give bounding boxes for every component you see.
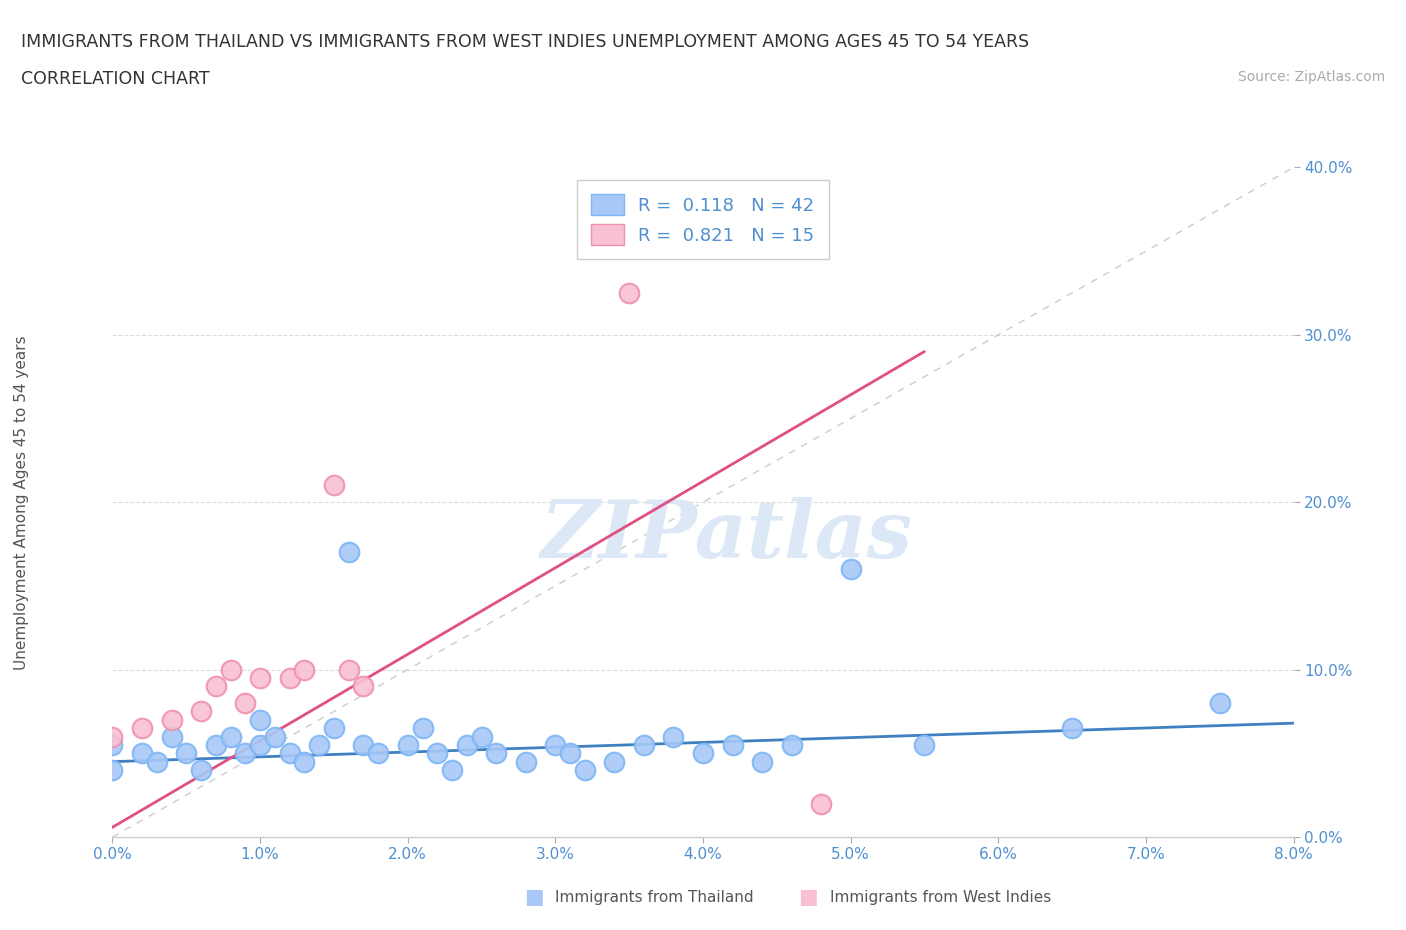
Point: [160, 712, 183, 727]
Point: [352, 737, 374, 752]
Point: [323, 721, 346, 736]
Point: [560, 746, 582, 761]
Point: [131, 721, 153, 736]
Text: Immigrants from Thailand: Immigrants from Thailand: [555, 890, 754, 905]
Point: [544, 737, 567, 752]
Text: ZIPatlas: ZIPatlas: [540, 497, 912, 575]
Point: [292, 754, 315, 769]
Point: [780, 737, 803, 752]
Point: [160, 729, 183, 744]
Point: [751, 754, 773, 769]
Point: [485, 746, 508, 761]
Point: [367, 746, 389, 761]
Point: [101, 729, 124, 744]
Point: [914, 737, 936, 752]
Point: [471, 729, 494, 744]
Legend: R =  0.118   N = 42, R =  0.821   N = 15: R = 0.118 N = 42, R = 0.821 N = 15: [576, 179, 830, 259]
Point: [721, 737, 744, 752]
Point: [1062, 721, 1084, 736]
Point: [101, 763, 124, 777]
Point: [292, 662, 315, 677]
Point: [412, 721, 434, 736]
Point: [278, 746, 301, 761]
Text: IMMIGRANTS FROM THAILAND VS IMMIGRANTS FROM WEST INDIES UNEMPLOYMENT AMONG AGES : IMMIGRANTS FROM THAILAND VS IMMIGRANTS F…: [21, 33, 1029, 50]
Point: [249, 671, 271, 685]
Point: [205, 679, 228, 694]
Point: [441, 763, 464, 777]
Point: [1208, 696, 1232, 711]
Point: [249, 737, 271, 752]
Point: [264, 729, 287, 744]
Point: [190, 763, 212, 777]
Point: [219, 662, 242, 677]
Point: [810, 796, 832, 811]
Point: [174, 746, 197, 761]
Point: [426, 746, 449, 761]
Point: [662, 729, 685, 744]
Point: [692, 746, 714, 761]
Point: [131, 746, 153, 761]
Point: [190, 704, 212, 719]
Point: [101, 737, 124, 752]
Text: Unemployment Among Ages 45 to 54 years: Unemployment Among Ages 45 to 54 years: [14, 335, 28, 670]
Point: [574, 763, 596, 777]
Text: ■: ■: [524, 887, 544, 908]
Text: Source: ZipAtlas.com: Source: ZipAtlas.com: [1237, 70, 1385, 84]
Point: [278, 671, 301, 685]
Point: [515, 754, 537, 769]
Point: [456, 737, 478, 752]
Point: [323, 478, 346, 493]
Point: [352, 679, 374, 694]
Point: [603, 754, 626, 769]
Text: CORRELATION CHART: CORRELATION CHART: [21, 70, 209, 87]
Point: [619, 286, 641, 300]
Text: Immigrants from West Indies: Immigrants from West Indies: [830, 890, 1050, 905]
Point: [205, 737, 228, 752]
Point: [308, 737, 330, 752]
Point: [233, 696, 256, 711]
Point: [233, 746, 256, 761]
Point: [337, 545, 360, 560]
Text: ■: ■: [799, 887, 818, 908]
Point: [839, 562, 862, 577]
Point: [633, 737, 655, 752]
Point: [249, 712, 271, 727]
Point: [146, 754, 169, 769]
Point: [219, 729, 242, 744]
Point: [396, 737, 419, 752]
Point: [337, 662, 360, 677]
